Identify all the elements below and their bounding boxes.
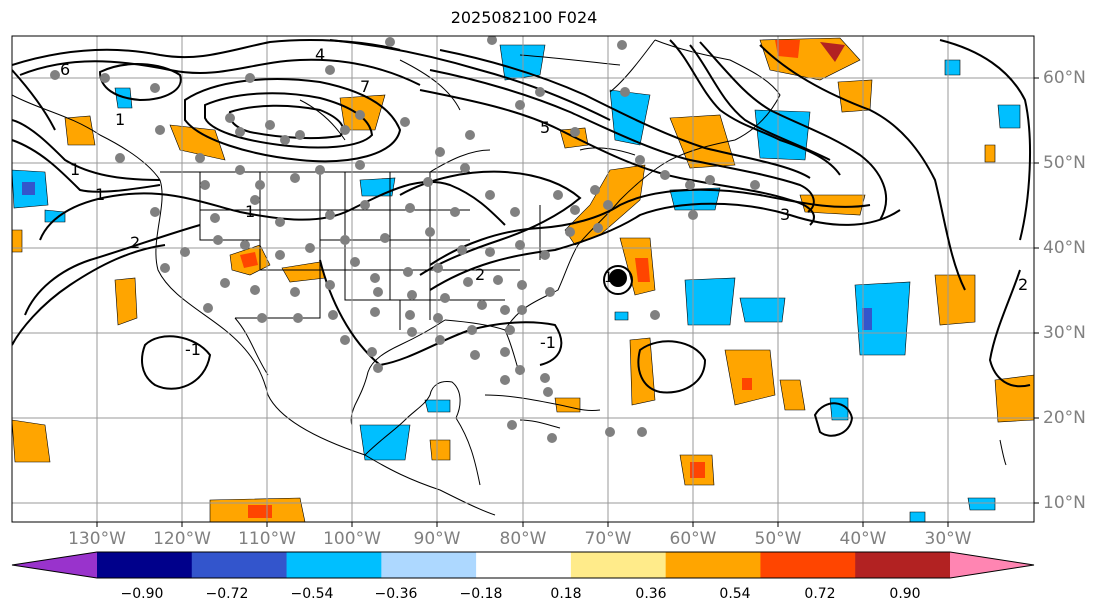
shaded-anomaly-fields [12, 37, 1034, 522]
lat-tick-label: 60°N [1043, 68, 1086, 88]
colorbar-segment [476, 552, 572, 578]
lat-tick-label: 50°N [1043, 153, 1086, 173]
colorbar-label: 0.18 [550, 586, 582, 602]
colorbar-segment [855, 552, 951, 578]
contour-label: 6 [60, 60, 70, 79]
contour-label: 2 [130, 233, 140, 252]
lon-tick-label: 130°W [68, 529, 126, 549]
contour-labels: 1 1 1 1 2 2 2 3 4 5 6 7 -1 -1 [60, 45, 1028, 359]
colorbar-segment [191, 552, 288, 578]
lon-tick-label: 40°W [839, 529, 887, 549]
colorbar-segment [760, 552, 856, 578]
colorbar-label: 0.54 [719, 586, 751, 602]
colorbar-segment [97, 552, 193, 578]
colorbar-segment [665, 552, 761, 578]
colorbar-extend-high [950, 552, 1034, 578]
contour-label: 3 [780, 205, 790, 224]
contour-label: 2 [475, 265, 485, 284]
colorbar-outline [11, 551, 1035, 579]
colorbar-label: −0.18 [459, 586, 503, 602]
contour-label: 7 [360, 77, 370, 96]
lat-tick-label: 20°N [1043, 408, 1086, 428]
colorbar-label: 0.36 [635, 586, 667, 602]
contour-label: 1 [245, 202, 255, 221]
colorbar [11, 551, 1035, 579]
contour-label: 1 [95, 185, 105, 204]
colorbar-extend-low [12, 552, 97, 578]
contour-lines [12, 39, 1031, 437]
colorbar-label: −0.36 [374, 586, 418, 602]
lon-tick-label: 110°W [238, 529, 296, 549]
colorbar-segments [12, 552, 1034, 578]
map-title: 2025082100 F024 [450, 8, 598, 27]
contour-label: -1 [185, 340, 201, 359]
lat-tick-label: 10°N [1043, 493, 1086, 513]
colorbar-label: −0.54 [290, 586, 334, 602]
colorbar-label: −0.72 [205, 586, 249, 602]
colorbar-segment [381, 552, 477, 578]
colorbar-segment [570, 552, 667, 578]
lon-tick-label: 100°W [323, 529, 381, 549]
lon-tick-label: 30°W [924, 529, 972, 549]
colorbar-label: 0.90 [889, 586, 921, 602]
lon-tick-label: 60°W [669, 529, 717, 549]
lat-tick-label: 40°N [1043, 238, 1086, 258]
contour-label: 2 [1018, 275, 1028, 294]
lon-tick-label: 80°W [499, 529, 547, 549]
lon-tick-label: 90°W [413, 529, 461, 549]
contour-label: 5 [540, 118, 550, 137]
lat-tick-label: 30°N [1043, 323, 1086, 343]
lon-tick-label: 50°W [754, 529, 802, 549]
contour-label: 1 [115, 110, 125, 129]
lon-tick-label: 120°W [153, 529, 211, 549]
contour-label: -1 [540, 333, 556, 352]
observation-points [50, 36, 760, 443]
colorbar-segment [286, 552, 382, 578]
contour-label: 4 [315, 45, 325, 64]
axis-ticks [96, 77, 1039, 527]
colorbar-label: −0.90 [120, 586, 164, 602]
lon-tick-label: 70°W [584, 529, 632, 549]
colorbar-label: 0.72 [804, 586, 836, 602]
cyclone-marker: 1 [603, 265, 633, 295]
contour-label: 1 [70, 160, 80, 179]
svg-text:1: 1 [604, 270, 613, 286]
graticule [12, 36, 1034, 522]
